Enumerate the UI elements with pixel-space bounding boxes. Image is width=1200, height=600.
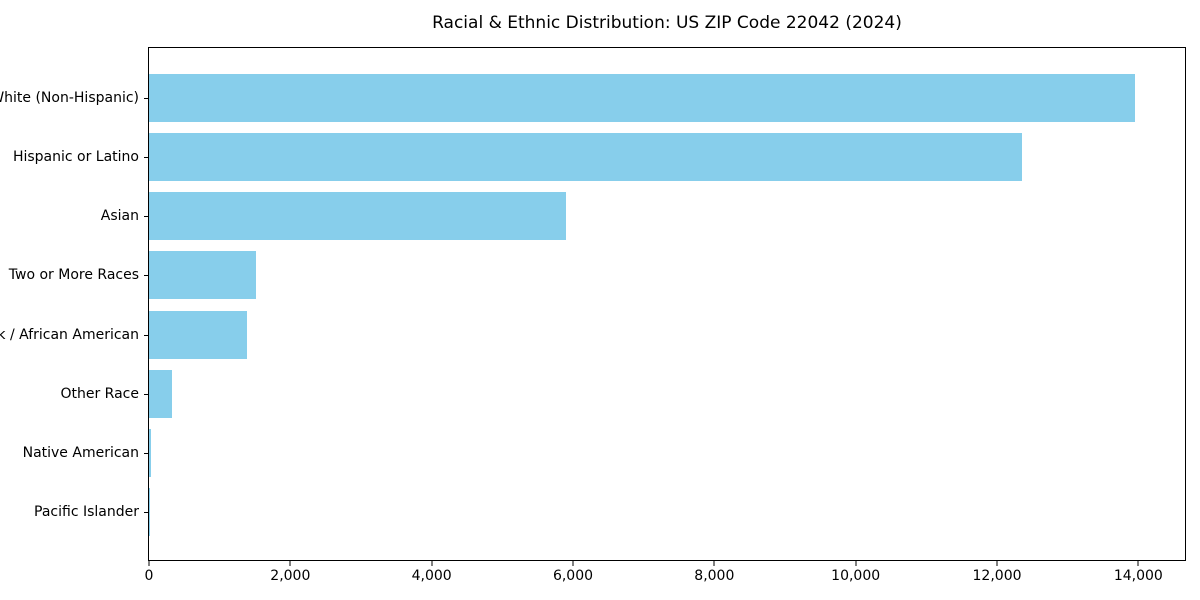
bar-row: Native American bbox=[23, 424, 1185, 483]
y-axis-tick-mark bbox=[144, 216, 148, 218]
bar bbox=[149, 488, 150, 537]
y-axis-tick-mark bbox=[144, 156, 148, 158]
bar-row: Other Race bbox=[60, 364, 1185, 423]
y-axis-category-label: Native American bbox=[22, 445, 139, 462]
x-axis-tick-label: 8,000 bbox=[694, 568, 735, 584]
y-axis-category-label: Asian bbox=[100, 208, 139, 225]
x-axis-tick-mark bbox=[713, 561, 715, 566]
y-axis-category-label: Other Race bbox=[60, 385, 139, 402]
y-axis-tick-mark bbox=[144, 275, 148, 277]
x-axis-tick-mark bbox=[148, 561, 150, 566]
x-axis-tick-label: 10,000 bbox=[831, 568, 881, 584]
bar bbox=[149, 251, 256, 300]
x-axis-tick-mark bbox=[996, 561, 998, 566]
bar-row: Two or More Races bbox=[9, 246, 1185, 305]
y-axis-category-label: Hispanic or Latino bbox=[12, 148, 139, 165]
x-axis-tick-label: 4,000 bbox=[411, 568, 452, 584]
x-axis-tick-mark bbox=[572, 561, 574, 566]
x-axis-tick-label: 14,000 bbox=[1113, 568, 1163, 584]
y-axis-tick-mark bbox=[144, 97, 148, 99]
x-axis-tick-mark bbox=[289, 561, 291, 566]
bar bbox=[149, 73, 1135, 122]
y-axis-tick-mark bbox=[144, 453, 148, 455]
x-axis-tick-label: 6,000 bbox=[552, 568, 594, 584]
bar bbox=[149, 429, 151, 478]
x-axis-tick-label: 0 bbox=[144, 568, 154, 584]
y-axis-tick-mark bbox=[144, 512, 148, 514]
plot-area: White (Non-Hispanic) Hispanic or Latino As… bbox=[0, 47, 1186, 584]
y-axis-tick-mark bbox=[144, 393, 148, 395]
chart-title: Racial & Ethnic Distribution: US ZIP Cod… bbox=[432, 13, 902, 33]
x-axis-tick-label: 2,000 bbox=[270, 568, 311, 584]
y-axis-tick-mark bbox=[144, 334, 148, 336]
x-axis-tick-mark bbox=[855, 561, 857, 566]
bar-rows-container: White (Non-Hispanic) Hispanic or Latino As… bbox=[0, 48, 1185, 560]
x-axis-tick-label: 12,000 bbox=[972, 568, 1022, 584]
bar-row: Black / African American bbox=[0, 305, 1185, 364]
bar bbox=[149, 310, 248, 359]
y-axis-category-label: White (Non-Hispanic) bbox=[0, 89, 139, 106]
bar bbox=[149, 192, 566, 241]
bar-row: Asian bbox=[101, 187, 1185, 246]
bar bbox=[149, 132, 1022, 181]
x-axis-tick-mark bbox=[431, 561, 433, 566]
y-axis-category-label: Two or More Races bbox=[8, 267, 139, 284]
y-axis-category-label: Pacific Islander bbox=[34, 504, 139, 521]
bar-row: Pacific Islander bbox=[34, 483, 1185, 542]
x-axis-tick-mark bbox=[1137, 561, 1139, 566]
bar-row: Hispanic or Latino bbox=[13, 127, 1185, 186]
bar bbox=[149, 369, 173, 418]
y-axis-category-label: Black / African American bbox=[0, 326, 139, 343]
bar-row: White (Non-Hispanic) bbox=[0, 68, 1185, 127]
